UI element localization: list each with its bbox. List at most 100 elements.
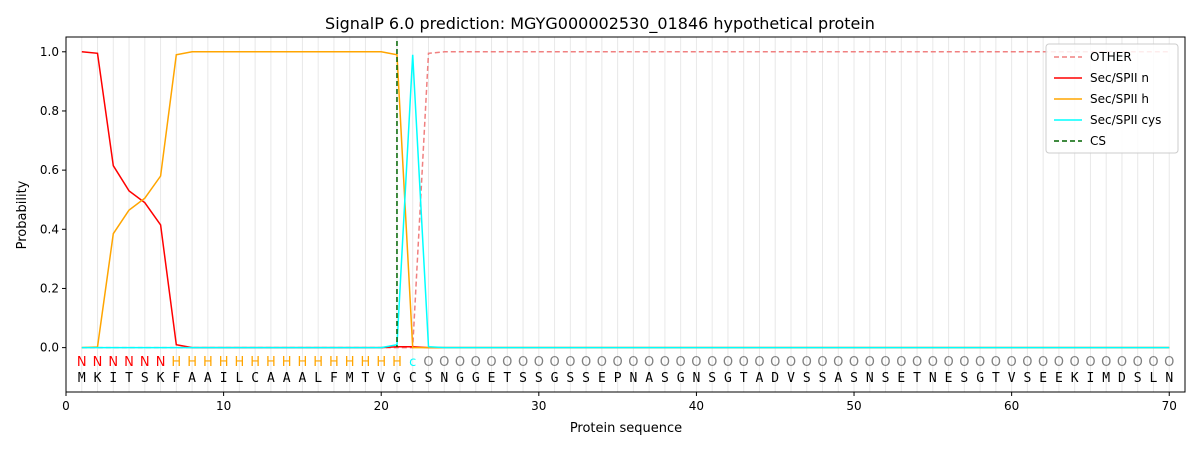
- residue-label: O: [849, 355, 859, 370]
- residue-label: O: [1007, 355, 1017, 370]
- residue-label: O: [691, 355, 701, 370]
- residue-label: N: [108, 355, 118, 370]
- y-axis-label: Probability: [15, 180, 30, 249]
- residue-label: H: [329, 355, 339, 370]
- series-line-sec-spii-n: [81, 51, 1170, 349]
- y-tick-label: 1.0: [40, 45, 59, 59]
- legend-label: Sec/SPII n: [1090, 71, 1149, 85]
- residue-label: H: [234, 355, 244, 370]
- residue-label: O: [644, 355, 654, 370]
- residue-label: O: [660, 355, 670, 370]
- residue-label: H: [298, 355, 308, 370]
- residue-label: H: [345, 355, 355, 370]
- legend-box: [1045, 43, 1179, 154]
- x-tick-label: 70: [1162, 399, 1177, 413]
- legend-label: CS: [1090, 134, 1106, 148]
- residue-label: N: [156, 355, 166, 370]
- residue-label: O: [676, 355, 686, 370]
- residue-label: H: [376, 355, 386, 370]
- residue-label: O: [896, 355, 906, 370]
- residue-label: O: [581, 355, 591, 370]
- legend-label: OTHER: [1090, 50, 1132, 64]
- residue-label: O: [1038, 355, 1048, 370]
- residue-label: O: [1085, 355, 1095, 370]
- residue-label: O: [597, 355, 607, 370]
- residue-label: N: [77, 355, 87, 370]
- residue-label: H: [187, 355, 197, 370]
- residue-label: H: [282, 355, 292, 370]
- y-tick-label: 0.6: [40, 163, 59, 177]
- x-tick-label: 30: [531, 399, 546, 413]
- residue-label: N: [140, 355, 150, 370]
- y-tick-label: 0.2: [40, 281, 59, 295]
- residue-label: O: [1164, 355, 1174, 370]
- residue-label: O: [1054, 355, 1064, 370]
- residue-label: O: [423, 355, 433, 370]
- residue-label: H: [171, 355, 181, 370]
- residue-label: O: [1117, 355, 1127, 370]
- residue-label: O: [439, 355, 449, 370]
- residue-label: O: [1070, 355, 1080, 370]
- residue-label: O: [754, 355, 764, 370]
- residue-label: O: [1022, 355, 1032, 370]
- residue-label: O: [565, 355, 575, 370]
- residue-label: O: [912, 355, 922, 370]
- residue-label: O: [549, 355, 559, 370]
- x-tick-label: 20: [374, 399, 389, 413]
- residue-label: H: [219, 355, 229, 370]
- residue-label: N: [93, 355, 103, 370]
- residue-label: O: [739, 355, 749, 370]
- residue-label: O: [928, 355, 938, 370]
- residue-label: O: [975, 355, 985, 370]
- residue-label: O: [455, 355, 465, 370]
- residue-label: O: [534, 355, 544, 370]
- residue-label: c: [409, 355, 416, 370]
- protein-sequence: MKITSKFAAILCAAALFMTVGCSNGGETSSGSSEPNASGN…: [78, 371, 1173, 386]
- residue-label: H: [203, 355, 213, 370]
- residue-label: O: [833, 355, 843, 370]
- x-axis-label: Protein sequence: [570, 421, 682, 436]
- residue-label: H: [250, 355, 260, 370]
- residue-label: O: [1101, 355, 1111, 370]
- x-tick-label: 60: [1004, 399, 1019, 413]
- residue-label: O: [802, 355, 812, 370]
- residue-label: O: [1148, 355, 1158, 370]
- series-line-other: [81, 51, 1170, 349]
- x-tick-label: 40: [689, 399, 704, 413]
- legend-label: Sec/SPII cys: [1090, 113, 1161, 127]
- residue-label: O: [959, 355, 969, 370]
- residue-label: O: [1133, 355, 1143, 370]
- x-tick-label: 10: [216, 399, 231, 413]
- residue-label: O: [613, 355, 623, 370]
- residue-label: O: [817, 355, 827, 370]
- residue-label: O: [518, 355, 528, 370]
- residue-label: O: [943, 355, 953, 370]
- chart-title: SignalP 6.0 prediction: MGYG000002530_01…: [325, 14, 875, 34]
- residue-label: O: [786, 355, 796, 370]
- residue-label: O: [707, 355, 717, 370]
- x-tick-label: 0: [62, 399, 70, 413]
- residue-label: O: [991, 355, 1001, 370]
- series-line-sec-spii-cys: [81, 54, 1170, 349]
- residue-label: O: [486, 355, 496, 370]
- residue-label: H: [361, 355, 371, 370]
- residue-label: H: [392, 355, 402, 370]
- residue-label: O: [471, 355, 481, 370]
- series-line-sec-spii-h: [81, 51, 1170, 349]
- residue-label: O: [502, 355, 512, 370]
- residue-label: O: [628, 355, 638, 370]
- y-tick-label: 0.4: [40, 222, 59, 236]
- residue-label: O: [770, 355, 780, 370]
- y-tick-label: 0.0: [40, 341, 59, 355]
- residue-label: N: [124, 355, 134, 370]
- x-tick-label: 50: [846, 399, 861, 413]
- residue-label: O: [865, 355, 875, 370]
- legend-label: Sec/SPII h: [1090, 92, 1149, 106]
- residue-label: O: [880, 355, 890, 370]
- plot-frame: [65, 36, 1186, 393]
- y-tick-label: 0.8: [40, 104, 59, 118]
- residue-label: H: [313, 355, 323, 370]
- residue-label: H: [266, 355, 276, 370]
